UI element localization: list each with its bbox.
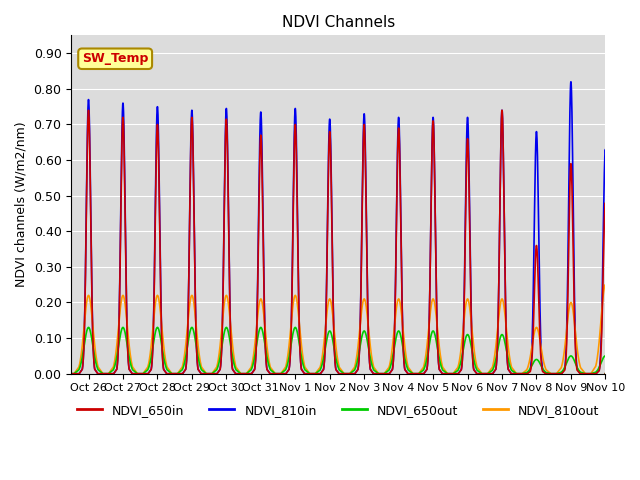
NDVI_810out [602,282,609,288]
Line: NDVI_810in: NDVI_810in [71,82,614,374]
NDVI_650in [430,126,438,132]
NDVI_650in [226,286,234,292]
NDVI_810out [113,338,121,344]
NDVI_650out [114,350,122,356]
NDVI_650out [430,329,438,335]
NDVI_810in [115,307,123,313]
NDVI_810out [227,328,235,334]
NDVI_650out [426,339,434,345]
NDVI_650out [401,358,409,364]
NDVI_810out [602,371,609,377]
NDVI_650in [399,337,407,343]
NDVI_650in [427,214,435,220]
NDVI_810out [67,371,75,377]
NDVI_650in [67,371,75,377]
NDVI_650out [67,371,75,377]
NDVI_810in [399,330,406,336]
Legend: NDVI_650in, NDVI_810in, NDVI_650out, NDVI_810out: NDVI_650in, NDVI_810in, NDVI_650out, NDV… [72,398,605,421]
NDVI_810in [225,273,233,278]
NDVI_810out [430,297,438,302]
NDVI_650out [84,324,92,330]
NDVI_650out [541,369,548,374]
Title: NDVI Channels: NDVI Channels [282,15,395,30]
Text: SW_Temp: SW_Temp [82,52,148,65]
Line: NDVI_650in: NDVI_650in [71,110,614,374]
NDVI_650out [602,371,609,377]
NDVI_810in [67,371,75,377]
NDVI_810in [602,371,609,377]
NDVI_650in [116,302,124,308]
Line: NDVI_810out: NDVI_810out [71,285,620,374]
NDVI_810in [538,356,545,361]
NDVI_810in [567,79,575,84]
NDVI_810out [541,362,548,368]
NDVI_650in [538,364,545,370]
NDVI_810in [429,119,437,124]
Y-axis label: NDVI channels (W/m2/nm): NDVI channels (W/m2/nm) [15,122,28,288]
NDVI_650in [602,371,609,377]
NDVI_810out [401,346,409,352]
NDVI_650in [84,108,92,113]
NDVI_650out [227,347,235,353]
NDVI_810out [426,317,433,323]
NDVI_810in [427,223,435,228]
Line: NDVI_650out: NDVI_650out [71,327,620,374]
